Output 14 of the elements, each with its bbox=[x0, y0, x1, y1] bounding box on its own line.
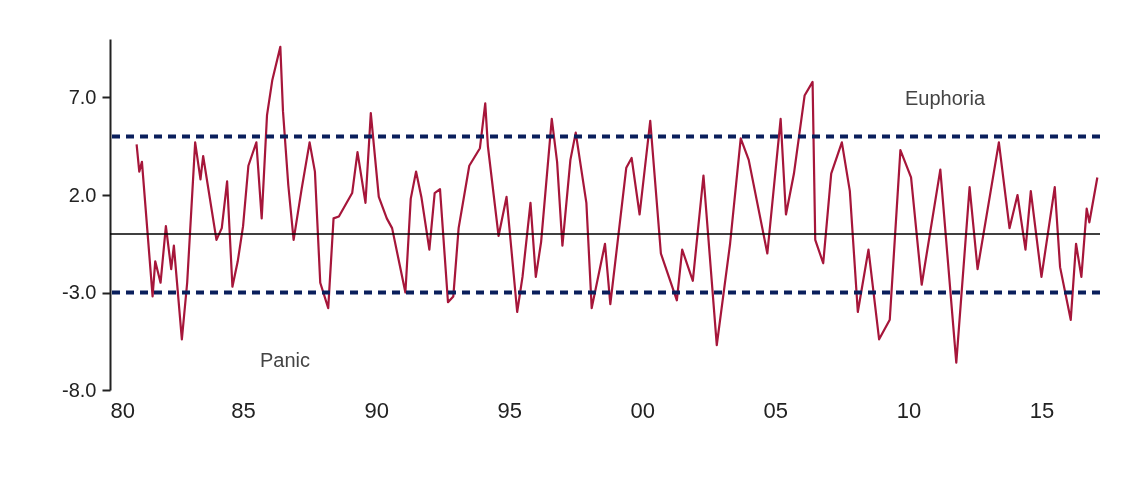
y-tick-label: 7.0 bbox=[68, 86, 97, 108]
x-tick-label: 15 bbox=[1029, 397, 1055, 423]
y-tick-label: -3.0 bbox=[62, 281, 97, 303]
x-tick-label: 00 bbox=[630, 397, 655, 423]
x-tick-label: 10 bbox=[896, 397, 922, 423]
x-tick-label: 05 bbox=[763, 397, 789, 423]
annotation: Euphoria bbox=[904, 87, 986, 109]
y-tick-label: 2.0 bbox=[68, 183, 97, 206]
annotation: Panic bbox=[259, 349, 311, 371]
x-tick-label: 85 bbox=[231, 397, 256, 423]
x-tick-label: 80 bbox=[110, 397, 135, 423]
x-tick-label: 95 bbox=[497, 397, 522, 423]
y-tick-label: -8.0 bbox=[62, 378, 97, 401]
x-tick-label: 90 bbox=[364, 397, 389, 423]
